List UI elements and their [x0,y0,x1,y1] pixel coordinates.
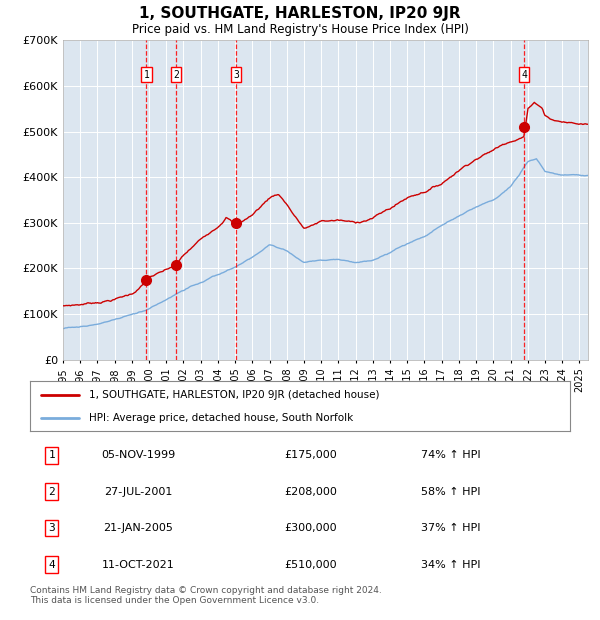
Text: 1, SOUTHGATE, HARLESTON, IP20 9JR: 1, SOUTHGATE, HARLESTON, IP20 9JR [139,6,461,21]
Text: 27-JUL-2001: 27-JUL-2001 [104,487,172,497]
Text: £208,000: £208,000 [284,487,337,497]
Text: 1, SOUTHGATE, HARLESTON, IP20 9JR (detached house): 1, SOUTHGATE, HARLESTON, IP20 9JR (detac… [89,390,380,400]
Text: 1: 1 [143,69,149,79]
Text: Price paid vs. HM Land Registry's House Price Index (HPI): Price paid vs. HM Land Registry's House … [131,23,469,36]
Text: 3: 3 [48,523,55,533]
Text: 4: 4 [48,560,55,570]
Text: 2: 2 [173,69,179,79]
Text: £175,000: £175,000 [284,450,337,460]
Text: 74% ↑ HPI: 74% ↑ HPI [421,450,481,460]
Text: HPI: Average price, detached house, South Norfolk: HPI: Average price, detached house, Sout… [89,412,353,422]
Text: 05-NOV-1999: 05-NOV-1999 [101,450,175,460]
Text: 34% ↑ HPI: 34% ↑ HPI [421,560,481,570]
Text: 58% ↑ HPI: 58% ↑ HPI [421,487,481,497]
Text: 3: 3 [233,69,239,79]
Text: 2: 2 [48,487,55,497]
Text: £510,000: £510,000 [284,560,337,570]
Text: 37% ↑ HPI: 37% ↑ HPI [421,523,481,533]
Text: 4: 4 [521,69,527,79]
Text: Contains HM Land Registry data © Crown copyright and database right 2024.
This d: Contains HM Land Registry data © Crown c… [30,586,382,605]
Text: £300,000: £300,000 [284,523,337,533]
Text: 11-OCT-2021: 11-OCT-2021 [101,560,175,570]
Text: 1: 1 [48,450,55,460]
Text: 21-JAN-2005: 21-JAN-2005 [103,523,173,533]
